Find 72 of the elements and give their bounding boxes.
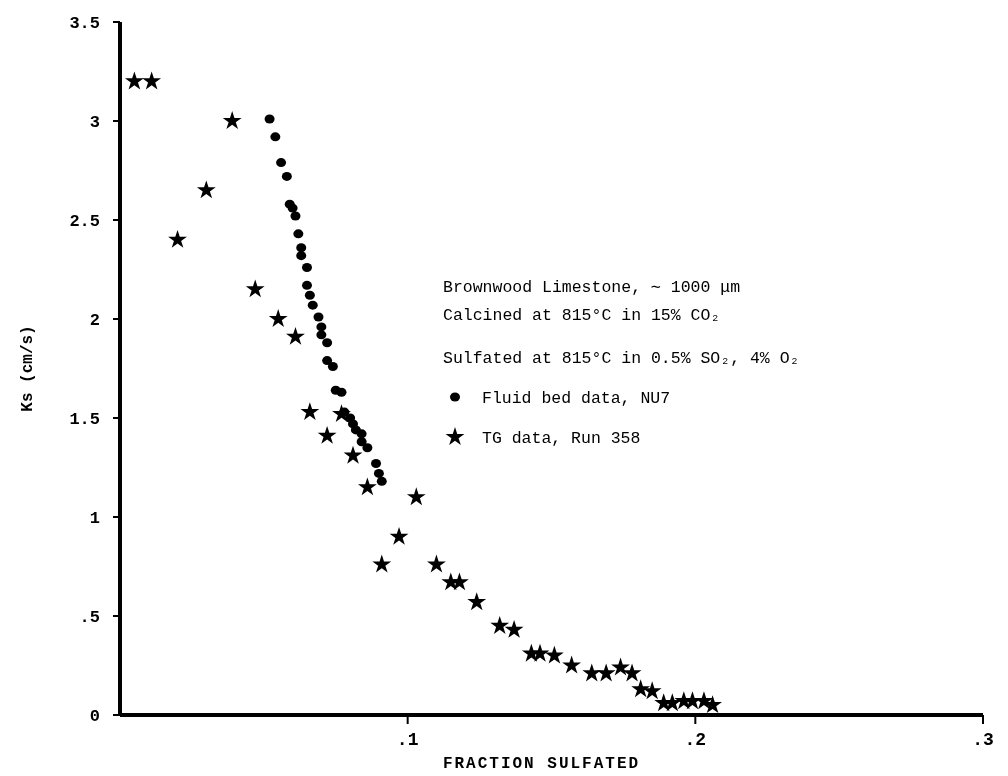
x-tick-label: .1 — [396, 730, 419, 750]
point — [316, 322, 327, 332]
point — [376, 476, 387, 486]
y-tick-label: 3.5 — [69, 13, 100, 33]
point — [287, 203, 298, 213]
point — [316, 330, 327, 340]
y-tick-label: 2.5 — [69, 211, 100, 231]
legend-label: TG data, Run 358 — [482, 428, 641, 448]
y-tick-label: 2 — [89, 310, 100, 330]
y-tick-label: 1 — [89, 508, 100, 528]
point — [304, 290, 315, 300]
point — [427, 554, 446, 573]
point — [317, 425, 337, 444]
point — [703, 695, 723, 714]
point — [301, 280, 312, 290]
point — [264, 114, 275, 124]
point — [290, 211, 301, 221]
annotation: Sulfated at 815°C in 0.5% SO₂, 4% O₂ — [443, 349, 800, 368]
point — [406, 487, 426, 506]
point — [222, 111, 242, 130]
y-tick-label: 1.5 — [69, 409, 100, 429]
point — [336, 387, 347, 397]
point — [530, 643, 550, 662]
point — [373, 468, 384, 478]
y-tick-label: 3 — [89, 112, 100, 132]
point — [168, 229, 187, 248]
y-tick-label: 0 — [89, 706, 100, 726]
point — [467, 592, 487, 611]
point — [322, 338, 333, 348]
point — [356, 429, 367, 439]
point — [562, 655, 582, 674]
point — [622, 663, 642, 682]
annotation: Brownwood Limestone, ∼ 1000 μm — [443, 278, 741, 297]
point — [327, 362, 338, 372]
point — [362, 443, 373, 453]
point — [268, 309, 288, 328]
point — [270, 132, 281, 142]
point — [281, 171, 292, 181]
point — [293, 229, 304, 239]
point — [142, 71, 162, 90]
point — [124, 71, 144, 90]
point — [301, 263, 312, 273]
y-tick-label: .5 — [79, 607, 100, 627]
x-tick-label: .3 — [972, 730, 994, 750]
point — [245, 279, 265, 298]
point — [611, 657, 630, 676]
point — [286, 326, 305, 345]
point — [389, 526, 409, 545]
point — [313, 312, 324, 322]
point — [276, 158, 287, 168]
point — [596, 663, 616, 682]
point — [504, 619, 524, 638]
point — [631, 679, 651, 698]
point — [357, 477, 377, 496]
point — [196, 180, 216, 199]
point — [372, 554, 392, 573]
legend-label: Fluid bed data, NU7 — [482, 388, 671, 408]
annotation: Calcined at 815°C in 15% CO₂ — [443, 306, 721, 325]
point — [296, 243, 307, 253]
point — [371, 459, 382, 469]
x-axis-title: FRACTION SULFATED — [442, 755, 641, 773]
point — [322, 356, 333, 366]
y-axis-title: Ks (cm/s) — [19, 325, 37, 412]
point — [356, 437, 367, 447]
point — [544, 645, 564, 664]
point — [490, 616, 510, 634]
x-tick-label: .2 — [684, 730, 707, 750]
point — [642, 681, 662, 700]
point — [300, 402, 320, 421]
point — [343, 445, 363, 464]
point — [307, 300, 318, 310]
point — [296, 251, 307, 261]
